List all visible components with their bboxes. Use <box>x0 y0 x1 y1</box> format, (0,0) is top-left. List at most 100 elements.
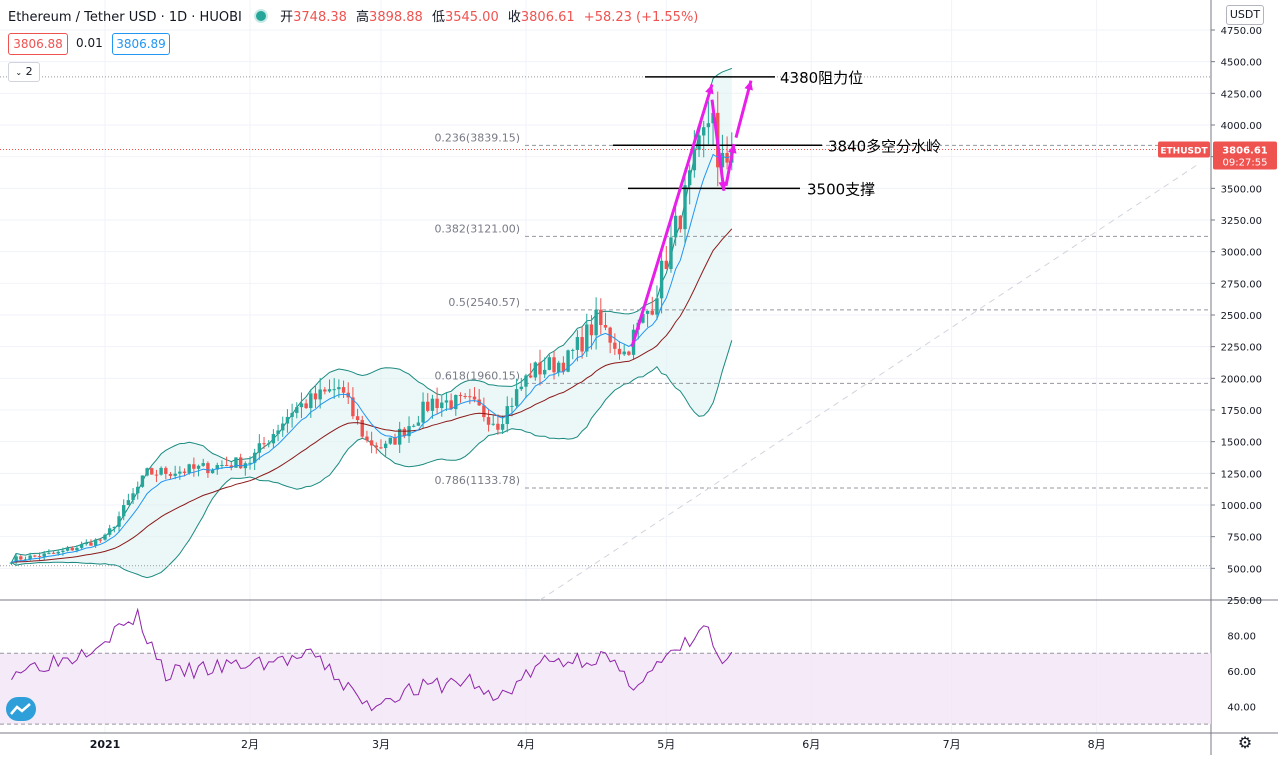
price-tick-label: 1000.00 <box>1221 501 1262 512</box>
symbol-tag-label: ETHUSDT <box>1160 146 1208 156</box>
candle <box>126 493 131 506</box>
candle-body <box>547 357 552 370</box>
candle <box>365 430 369 443</box>
candle-body <box>309 393 313 409</box>
candle <box>37 552 42 561</box>
candle-body <box>140 475 145 487</box>
rsi-tick-label: 40.00 <box>1227 702 1256 713</box>
candle-body <box>496 423 500 430</box>
bollinger-fill <box>11 68 732 578</box>
candle-body <box>159 467 163 475</box>
candle-body <box>440 402 444 409</box>
candle <box>486 408 491 432</box>
candle <box>309 389 313 418</box>
candle-body <box>365 436 369 441</box>
candle <box>468 388 472 405</box>
symbol-title[interactable]: Ethereum / Tether USD · 1D · HUOBI <box>8 10 242 25</box>
candle-body <box>594 309 598 336</box>
candle <box>477 388 481 406</box>
sell-button[interactable]: 3806.88 <box>8 33 68 55</box>
rsi-tick-label: 60.00 <box>1227 667 1256 678</box>
candle <box>528 363 533 379</box>
candle <box>566 349 570 373</box>
candle <box>706 101 711 145</box>
candle <box>313 384 318 408</box>
candle <box>659 253 664 314</box>
candle-body <box>580 337 584 352</box>
rsi-tick-label: 80.00 <box>1227 631 1256 642</box>
magenta-arrows <box>630 80 753 348</box>
candle-body <box>706 123 711 128</box>
candle-body <box>47 552 51 554</box>
fib-level-label: 0.382(3121.00) <box>434 222 520 235</box>
candle-body <box>299 403 304 408</box>
candle <box>281 416 285 437</box>
last-price-box <box>1213 141 1277 170</box>
candle-body <box>271 434 276 444</box>
price-tick-label: 4250.00 <box>1221 89 1262 100</box>
candle <box>93 538 98 549</box>
candle-body <box>164 467 168 474</box>
candle <box>683 168 687 245</box>
candle-body <box>201 463 205 466</box>
time-tick-label: 5月 <box>657 738 675 751</box>
candle-body <box>599 309 603 326</box>
candle-body <box>514 389 519 406</box>
candle <box>472 387 477 403</box>
candle <box>393 433 397 445</box>
candle-body <box>500 424 505 430</box>
candle <box>589 315 594 350</box>
open-label: 开 <box>280 10 294 25</box>
candle <box>252 448 257 471</box>
logo-mark <box>10 703 31 715</box>
price-tick-label: 2250.00 <box>1221 343 1262 354</box>
candle <box>650 296 654 316</box>
candle-body <box>379 447 383 449</box>
candle <box>33 554 37 558</box>
candle <box>603 312 608 331</box>
candle-body <box>650 310 654 315</box>
candle <box>547 354 552 371</box>
currency-button[interactable]: USDT <box>1226 5 1264 25</box>
candle-body <box>93 539 98 546</box>
candle <box>613 333 617 355</box>
candle <box>327 379 332 393</box>
high-value: 3898.88 <box>369 10 423 25</box>
candle-body <box>435 398 439 409</box>
candle-body <box>23 559 28 561</box>
candle-body <box>388 437 393 444</box>
candle-body <box>552 357 556 373</box>
candle-body <box>491 423 495 425</box>
candle-body <box>327 389 332 392</box>
close-label: 收 <box>507 10 521 25</box>
candle <box>103 533 107 541</box>
candle <box>224 456 229 467</box>
candle <box>107 524 112 537</box>
candle-body <box>477 399 481 406</box>
candle-body <box>332 389 336 391</box>
close-value: 3806.61 <box>520 10 575 25</box>
candle-body <box>168 473 173 476</box>
candle-body <box>449 400 453 410</box>
candle <box>178 466 182 480</box>
candle <box>374 442 378 454</box>
candle <box>159 466 163 476</box>
candle-body <box>107 528 112 535</box>
candle <box>351 387 355 420</box>
candle-body <box>33 555 37 557</box>
candle-body <box>557 362 561 373</box>
tradingview-logo-icon[interactable] <box>6 697 36 721</box>
candle-body <box>655 298 659 315</box>
gear-icon[interactable]: ⚙ <box>1237 733 1253 752</box>
candle <box>519 377 523 391</box>
trend-line <box>539 162 1201 601</box>
studies-toggle-button[interactable]: ⌄ 2 <box>8 62 40 82</box>
chart-header: Ethereum / Tether USD · 1D · HUOBI 开3748… <box>8 6 703 25</box>
buy-button[interactable]: 3806.89 <box>112 33 170 55</box>
candle-body <box>472 396 477 400</box>
candle <box>304 399 308 409</box>
candle-body <box>56 551 60 554</box>
candle <box>542 357 547 378</box>
